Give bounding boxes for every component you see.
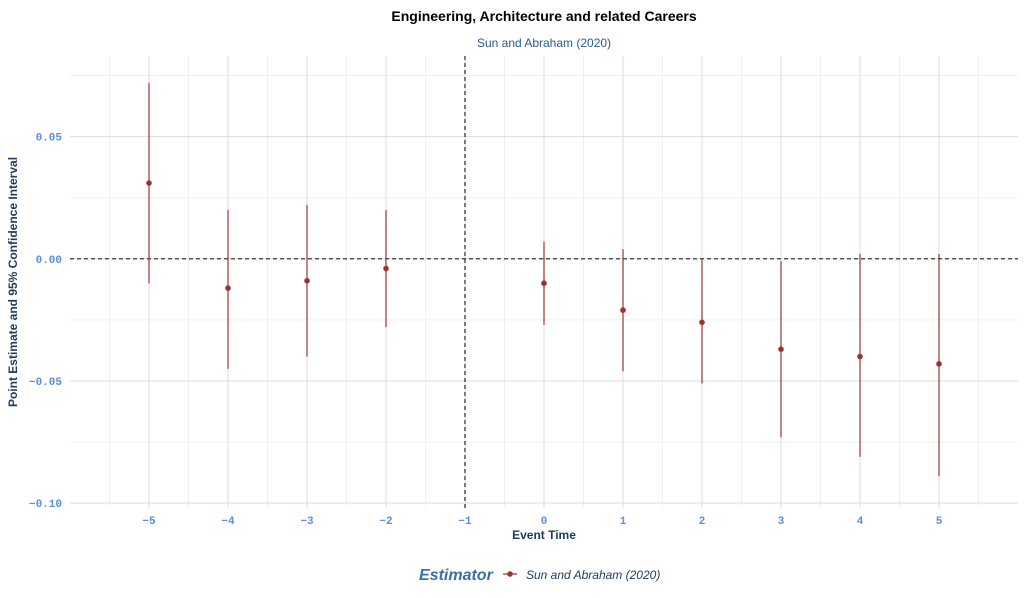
x-tick-label: 4 bbox=[857, 516, 864, 528]
y-tick-label: 0.05 bbox=[36, 133, 63, 145]
data-series bbox=[146, 82, 942, 477]
legend: Estimator Sun and Abraham (2020) bbox=[419, 567, 660, 584]
x-tick-label: −2 bbox=[379, 516, 392, 528]
x-axis-ticks: −5 −4 −3 −2 −1 0 1 2 3 4 5 bbox=[142, 516, 942, 528]
y-tick-label: −0.10 bbox=[29, 499, 62, 511]
point-estimate bbox=[146, 180, 152, 186]
x-tick-label: 1 bbox=[620, 516, 627, 528]
legend-title: Estimator bbox=[419, 567, 494, 584]
reference-lines bbox=[70, 56, 1018, 508]
point-estimate bbox=[778, 346, 784, 352]
y-tick-label: −0.05 bbox=[29, 377, 62, 389]
x-tick-label: 3 bbox=[778, 516, 785, 528]
point-estimate bbox=[304, 277, 310, 284]
x-tick-label: 2 bbox=[699, 516, 706, 528]
chart-title: Engineering, Architecture and related Ca… bbox=[391, 8, 696, 24]
legend-entry-label: Sun and Abraham (2020) bbox=[526, 568, 660, 582]
x-tick-label: 5 bbox=[936, 516, 943, 528]
chart-subtitle: Sun and Abraham (2020) bbox=[477, 36, 611, 50]
point-estimate bbox=[383, 265, 389, 272]
x-tick-label: −3 bbox=[300, 516, 314, 528]
x-tick-label: 0 bbox=[541, 516, 548, 528]
point-estimate bbox=[857, 353, 863, 360]
x-tick-label: −1 bbox=[458, 516, 472, 528]
y-axis-ticks: 0.05 0.00 −0.05 −0.10 bbox=[29, 133, 62, 511]
point-estimate bbox=[541, 280, 547, 287]
y-axis-label: Point Estimate and 95% Confidence Interv… bbox=[6, 157, 20, 407]
point-estimate bbox=[936, 361, 942, 367]
point-estimate bbox=[620, 307, 626, 313]
x-axis-label: Event Time bbox=[512, 528, 576, 542]
x-tick-label: −5 bbox=[142, 516, 156, 528]
point-estimate bbox=[225, 285, 231, 291]
point-estimate bbox=[699, 319, 705, 326]
y-tick-label: 0.00 bbox=[36, 255, 62, 267]
legend-key-point bbox=[507, 571, 513, 577]
x-tick-label: −4 bbox=[221, 516, 235, 528]
